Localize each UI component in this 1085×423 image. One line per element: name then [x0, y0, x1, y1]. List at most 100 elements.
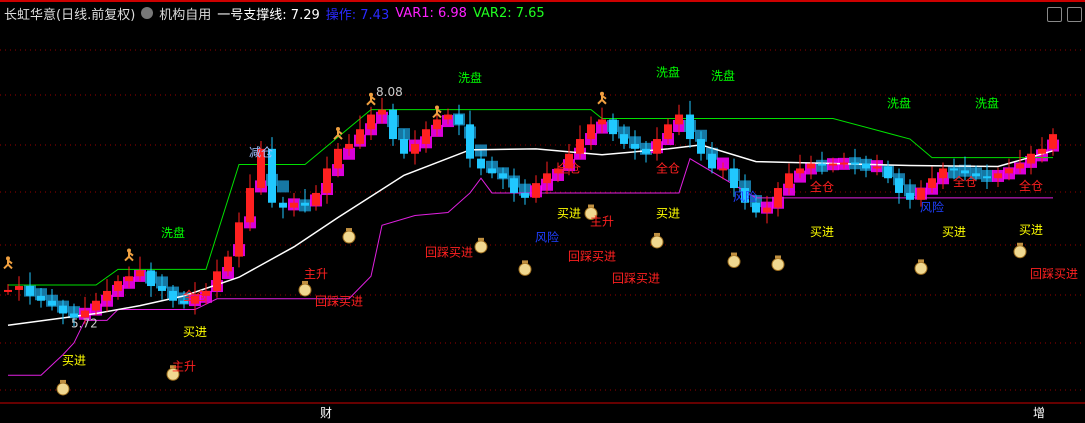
candle-body [840, 162, 848, 165]
candle-body [653, 139, 661, 154]
indicator-dropdown-icon[interactable] [141, 7, 154, 19]
candle-body [48, 300, 56, 306]
money-bag-icon [1017, 242, 1023, 246]
money-bag-icon [346, 228, 352, 232]
candle-body [939, 168, 947, 179]
candle-body [323, 168, 331, 193]
runner-icon [7, 263, 13, 270]
signal-label: 主升 [590, 214, 614, 228]
candle-body [125, 276, 133, 282]
candle-body [587, 124, 595, 140]
candle-body [521, 192, 529, 198]
runner-icon [597, 93, 607, 105]
money-bag-icon [771, 257, 785, 271]
money-bag-icon [588, 204, 594, 208]
signal-label: 全仓 [1019, 178, 1043, 193]
signal-label: 洗盘 [975, 96, 999, 111]
candle-body [15, 286, 23, 290]
candle-body [741, 188, 749, 203]
candle-body [851, 162, 859, 165]
collapse-icon[interactable] [1047, 7, 1062, 22]
runner-icon [432, 107, 442, 119]
candle-body [290, 202, 298, 208]
support-value: 一号支撑线: 7.29 [217, 7, 320, 23]
candle-body [906, 192, 914, 200]
candle-body [862, 163, 870, 169]
signal-label: 洗盘 [161, 225, 185, 240]
candle-body [312, 192, 320, 206]
increase-marker[interactable]: 增 [1033, 406, 1045, 420]
money-bag-icon [918, 259, 924, 263]
candle-body [37, 295, 45, 301]
candle-body [873, 166, 881, 169]
candle-body [554, 168, 562, 174]
signal-label: 买进 [656, 206, 680, 220]
candle-body [4, 289, 12, 292]
candle-body [664, 124, 672, 140]
candle-body [807, 163, 815, 169]
candle-body [488, 168, 496, 174]
signal-label: 回踩买进 [425, 246, 473, 260]
money-bag-icon [775, 255, 781, 259]
candle-body [576, 139, 584, 154]
candle-body [433, 119, 441, 130]
signal-label: 主升 [172, 359, 196, 373]
candle-body [752, 202, 760, 213]
signal-label: 风险 [535, 230, 559, 245]
candle-body [818, 163, 826, 166]
candle-body [686, 114, 694, 140]
candle-body [103, 290, 111, 301]
candle-body [730, 168, 738, 189]
candle-body [763, 207, 771, 213]
signal-label: 洗盘 [656, 64, 680, 79]
candle-body [81, 310, 89, 318]
candle-body [169, 290, 177, 301]
candle-body [796, 168, 804, 174]
candle-body [345, 143, 353, 149]
candle-body [543, 173, 551, 184]
candle-body [180, 300, 188, 304]
signal-label: 回踩买进 [568, 250, 616, 264]
money-bag-icon [727, 255, 741, 269]
candle-body [774, 188, 782, 208]
candle-body [158, 286, 166, 291]
candle-body [246, 188, 254, 223]
signal-label: 风险 [920, 200, 944, 215]
candle-body [191, 295, 199, 304]
runner-icon [370, 100, 376, 106]
candle-body [972, 173, 980, 177]
runner-icon [436, 112, 442, 119]
candle-body [1005, 168, 1013, 174]
candle-body [917, 188, 925, 200]
candle-body [92, 300, 100, 311]
candle-body [26, 286, 34, 296]
runner-icon [124, 250, 134, 262]
trend-band-segment [475, 144, 487, 157]
candle-body [378, 109, 386, 115]
money-bag-icon [518, 262, 532, 276]
indicator-name[interactable]: 机构自用 [159, 7, 212, 23]
candle-body [510, 178, 518, 193]
candle-body [983, 176, 991, 179]
close-icon[interactable] [1067, 7, 1082, 22]
candle-body [114, 281, 122, 291]
candle-body [213, 271, 221, 291]
runner-icon [3, 258, 13, 270]
signal-label: 减仓 [249, 146, 273, 160]
runner-icon [333, 129, 343, 140]
candle-body [1027, 153, 1035, 164]
candle-body [257, 148, 265, 189]
runner-icon [337, 134, 343, 140]
money-bag-icon [56, 382, 70, 396]
signal-label: 主升 [304, 267, 328, 281]
candle-body [609, 119, 617, 135]
candle-body [1038, 148, 1046, 154]
money-bag-icon [650, 235, 664, 249]
signal-label: 洗盘 [711, 68, 735, 83]
finance-marker[interactable]: 财 [320, 406, 332, 420]
signal-label: 全仓 [557, 160, 581, 175]
money-bag-icon [342, 230, 356, 244]
signal-label: 全仓 [183, 288, 207, 303]
signal-label: 买进 [62, 353, 86, 367]
